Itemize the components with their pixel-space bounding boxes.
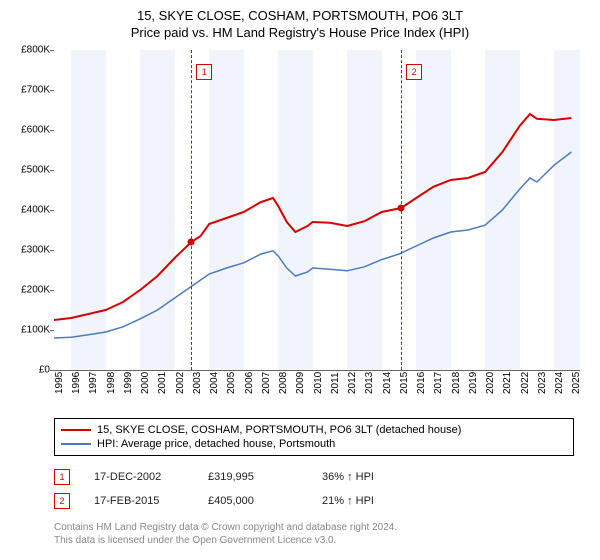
transaction-index-box: 2 [54,493,70,509]
x-tick-label: 2011 [330,372,341,394]
footer-line-1: Contains HM Land Registry data © Crown c… [54,522,397,535]
transaction-row: 1 17-DEC-2002 £319,995 36% ↑ HPI [54,465,412,489]
transaction-date: 17-FEB-2015 [94,495,184,507]
transaction-index-box: 1 [54,469,70,485]
footer-line-2: This data is licensed under the Open Gov… [54,535,397,548]
y-tick-label: £0 [39,365,50,376]
x-tick-label: 2001 [157,372,168,394]
legend-row: HPI: Average price, detached house, Port… [61,437,567,451]
x-tick-label: 1995 [54,372,65,394]
x-tick-label: 2024 [554,372,565,394]
x-tick-label: 1997 [88,372,99,394]
legend-label: HPI: Average price, detached house, Port… [97,438,335,450]
y-tick-label: £400K [21,205,50,216]
transaction-price: £405,000 [208,495,298,507]
x-tick-label: 2004 [209,372,220,394]
transaction-date: 17-DEC-2002 [94,471,184,483]
x-tick-label: 2007 [261,372,272,394]
x-tick-label: 2013 [364,372,375,394]
x-tick-label: 2008 [278,372,289,394]
legend-swatch [61,429,91,431]
y-tick [50,50,54,51]
x-tick-label: 2000 [140,372,151,394]
x-tick-label: 2009 [295,372,306,394]
y-tick-label: £700K [21,85,50,96]
x-tick-label: 2012 [347,372,358,394]
y-tick-label: £800K [21,45,50,56]
x-tick-label: 1998 [106,372,117,394]
footer-credits: Contains HM Land Registry data © Crown c… [54,522,397,547]
y-tick-label: £500K [21,165,50,176]
x-tick-label: 2015 [399,372,410,394]
series-hpi [54,152,571,338]
x-tick-label: 1999 [123,372,134,394]
transaction-vline [191,50,192,370]
y-tick [50,90,54,91]
transaction-price: £319,995 [208,471,298,483]
transaction-row: 2 17-FEB-2015 £405,000 21% ↑ HPI [54,489,412,513]
x-tick-label: 2003 [192,372,203,394]
legend: 15, SKYE CLOSE, COSHAM, PORTSMOUTH, PO6 … [54,418,574,456]
x-tick-label: 2023 [537,372,548,394]
transaction-marker: 2 [406,64,422,80]
chart-svg [54,50,580,370]
x-tick-label: 2022 [520,372,531,394]
x-tick-label: 2018 [451,372,462,394]
x-tick-label: 2006 [244,372,255,394]
transaction-dot [188,239,195,246]
x-tick-label: 2005 [226,372,237,394]
y-tick-label: £300K [21,245,50,256]
x-tick-label: 2025 [571,372,582,394]
y-tick [50,170,54,171]
y-tick-label: £100K [21,325,50,336]
y-tick-label: £200K [21,285,50,296]
x-tick-label: 2021 [502,372,513,394]
y-tick [50,250,54,251]
x-tick-label: 2020 [485,372,496,394]
x-tick-label: 2010 [313,372,324,394]
plot-area: £0£100K£200K£300K£400K£500K£600K£700K£80… [54,50,580,371]
x-tick-label: 2019 [468,372,479,394]
y-tick [50,210,54,211]
line-chart: £0£100K£200K£300K£400K£500K£600K£700K£80… [54,50,580,370]
page-title: 15, SKYE CLOSE, COSHAM, PORTSMOUTH, PO6 … [0,0,600,23]
transaction-marker: 1 [196,64,212,80]
transaction-delta: 21% ↑ HPI [322,495,412,507]
x-tick-label: 2016 [416,372,427,394]
y-tick [50,290,54,291]
chart-container: 15, SKYE CLOSE, COSHAM, PORTSMOUTH, PO6 … [0,0,600,560]
legend-swatch [61,443,91,445]
legend-row: 15, SKYE CLOSE, COSHAM, PORTSMOUTH, PO6 … [61,423,567,437]
x-tick-label: 2014 [382,372,393,394]
page-subtitle: Price paid vs. HM Land Registry's House … [0,23,600,40]
x-tick-label: 2017 [433,372,444,394]
transaction-dot [398,205,405,212]
legend-label: 15, SKYE CLOSE, COSHAM, PORTSMOUTH, PO6 … [97,424,461,436]
transactions-table: 1 17-DEC-2002 £319,995 36% ↑ HPI 2 17-FEB-201… [54,465,412,513]
transaction-delta: 36% ↑ HPI [322,471,412,483]
x-tick-label: 2002 [175,372,186,394]
y-tick [50,330,54,331]
y-tick-label: £600K [21,125,50,136]
y-tick [50,130,54,131]
x-tick-label: 1996 [71,372,82,394]
